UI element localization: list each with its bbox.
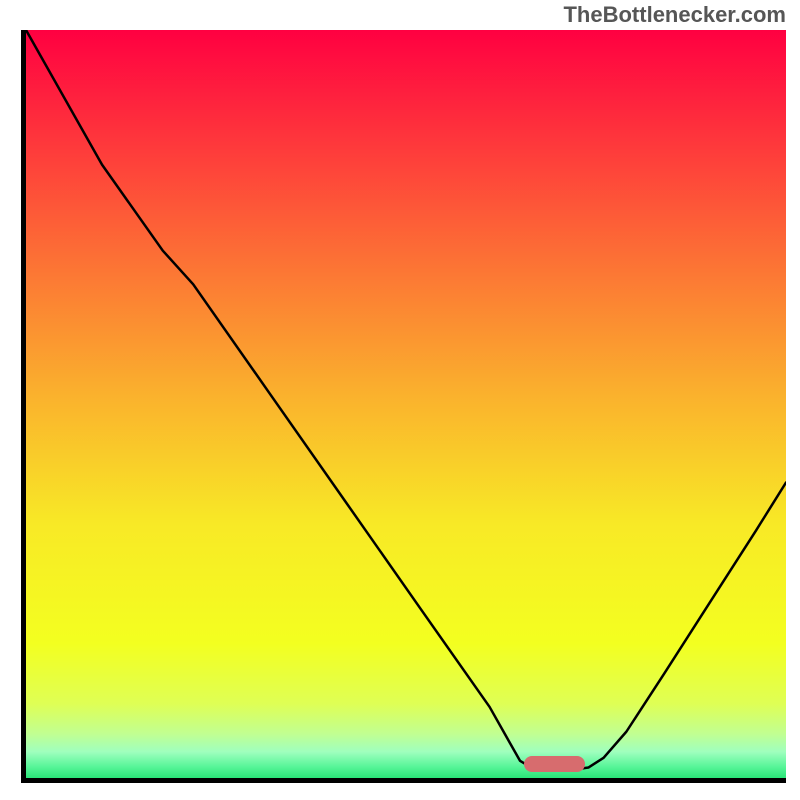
plot-area [21, 30, 786, 783]
optimal-marker [524, 756, 585, 772]
y-axis [21, 30, 26, 783]
plot-svg [21, 30, 786, 783]
chart-root: { "attribution": { "text": "TheBottlenec… [0, 0, 800, 800]
plot-background [26, 30, 786, 778]
x-axis [21, 778, 786, 783]
attribution-text: TheBottlenecker.com [563, 2, 786, 28]
